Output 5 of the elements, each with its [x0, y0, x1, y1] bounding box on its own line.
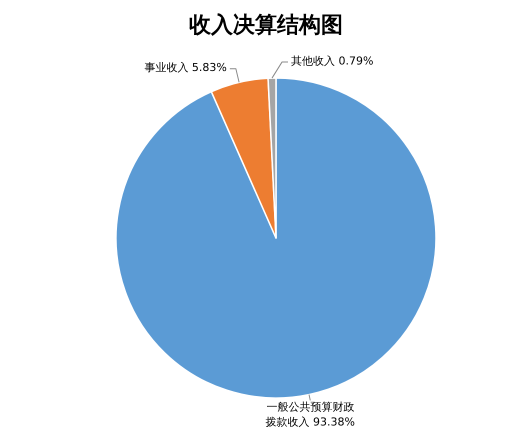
pie-slice	[115, 77, 437, 399]
chart-title: 收入决算结构图	[189, 13, 343, 38]
slice-label: 事业收入 5.83%	[144, 61, 227, 74]
slice-label: 一般公共预算财政拨款收入 93.38%	[266, 400, 355, 428]
slice-label: 其他收入 0.79%	[291, 54, 374, 68]
